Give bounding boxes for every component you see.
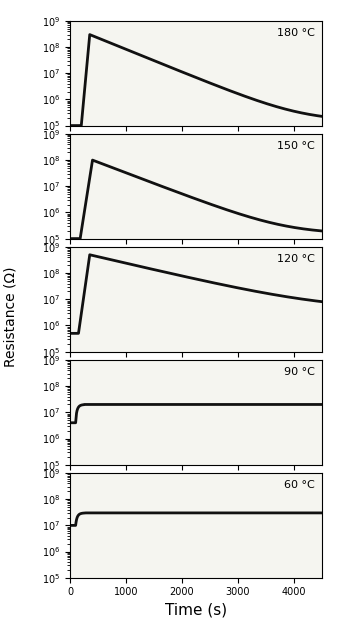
Text: 120 °C: 120 °C bbox=[277, 254, 314, 265]
Text: 150 °C: 150 °C bbox=[277, 141, 314, 151]
Text: 180 °C: 180 °C bbox=[277, 28, 314, 38]
Text: 60 °C: 60 °C bbox=[284, 480, 314, 491]
X-axis label: Time (s): Time (s) bbox=[165, 603, 227, 618]
Text: 90 °C: 90 °C bbox=[283, 367, 314, 377]
Text: Resistance (Ω): Resistance (Ω) bbox=[3, 266, 18, 367]
